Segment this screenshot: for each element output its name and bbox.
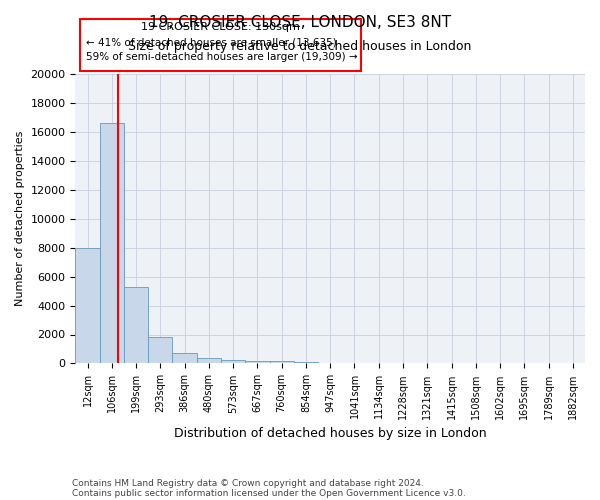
Bar [124,286,148,364]
Bar [76,248,100,364]
Bar [197,358,221,364]
Text: 59% of semi-detached houses are larger (19,309) →: 59% of semi-detached houses are larger (… [86,52,357,62]
Text: Size of property relative to detached houses in London: Size of property relative to detached ho… [128,40,472,53]
Text: 19, CROSIER CLOSE, LONDON, SE3 8NT: 19, CROSIER CLOSE, LONDON, SE3 8NT [149,15,451,30]
Bar [221,360,245,364]
Bar [100,123,124,364]
Bar [294,362,318,364]
Y-axis label: Number of detached properties: Number of detached properties [15,131,25,306]
Bar [245,360,269,364]
X-axis label: Distribution of detached houses by size in London: Distribution of detached houses by size … [174,427,487,440]
Text: Contains HM Land Registry data © Crown copyright and database right 2024.: Contains HM Land Registry data © Crown c… [72,478,424,488]
Bar [269,362,294,364]
Bar [172,354,197,364]
FancyBboxPatch shape [80,19,361,71]
Bar [148,338,172,363]
Text: ← 41% of detached houses are smaller (13,635): ← 41% of detached houses are smaller (13… [86,38,337,48]
Text: Contains public sector information licensed under the Open Government Licence v3: Contains public sector information licen… [72,488,466,498]
Text: 19 CROSIER CLOSE: 130sqm: 19 CROSIER CLOSE: 130sqm [141,22,300,32]
